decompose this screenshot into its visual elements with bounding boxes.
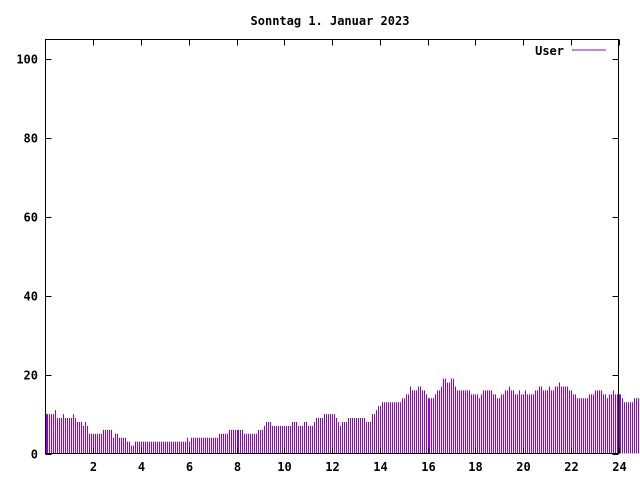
y-tick-label: 20 — [24, 369, 38, 383]
x-tick-label: 16 — [421, 460, 435, 474]
legend-label: User — [535, 44, 564, 58]
axis-ticks — [45, 39, 620, 455]
chart-title: Sonntag 1. Januar 2023 — [251, 14, 410, 28]
x-tick-label: 22 — [564, 460, 578, 474]
x-tick-label: 14 — [373, 460, 387, 474]
x-tick-label: 24 — [612, 460, 626, 474]
y-tick-label: 60 — [24, 211, 38, 225]
plot-frame — [45, 39, 619, 454]
x-tick-label: 12 — [325, 460, 339, 474]
x-tick-label: 8 — [234, 460, 241, 474]
x-tick-label: 20 — [516, 460, 530, 474]
y-tick-label: 80 — [24, 132, 38, 146]
series-bars — [46, 378, 639, 454]
x-tick-label: 6 — [186, 460, 193, 474]
y-axis-labels: 0 20 40 60 80 100 — [16, 53, 38, 462]
y-tick-label: 0 — [31, 448, 38, 462]
y-tick-label: 100 — [16, 53, 38, 67]
x-tick-label: 2 — [90, 460, 97, 474]
y-tick-label: 40 — [24, 290, 38, 304]
legend: User — [535, 44, 606, 58]
x-axis-labels: 2 4 6 8 10 12 14 16 18 20 22 24 — [90, 460, 627, 474]
x-tick-label: 10 — [277, 460, 291, 474]
x-tick-label: 18 — [468, 460, 482, 474]
x-tick-label: 4 — [138, 460, 145, 474]
